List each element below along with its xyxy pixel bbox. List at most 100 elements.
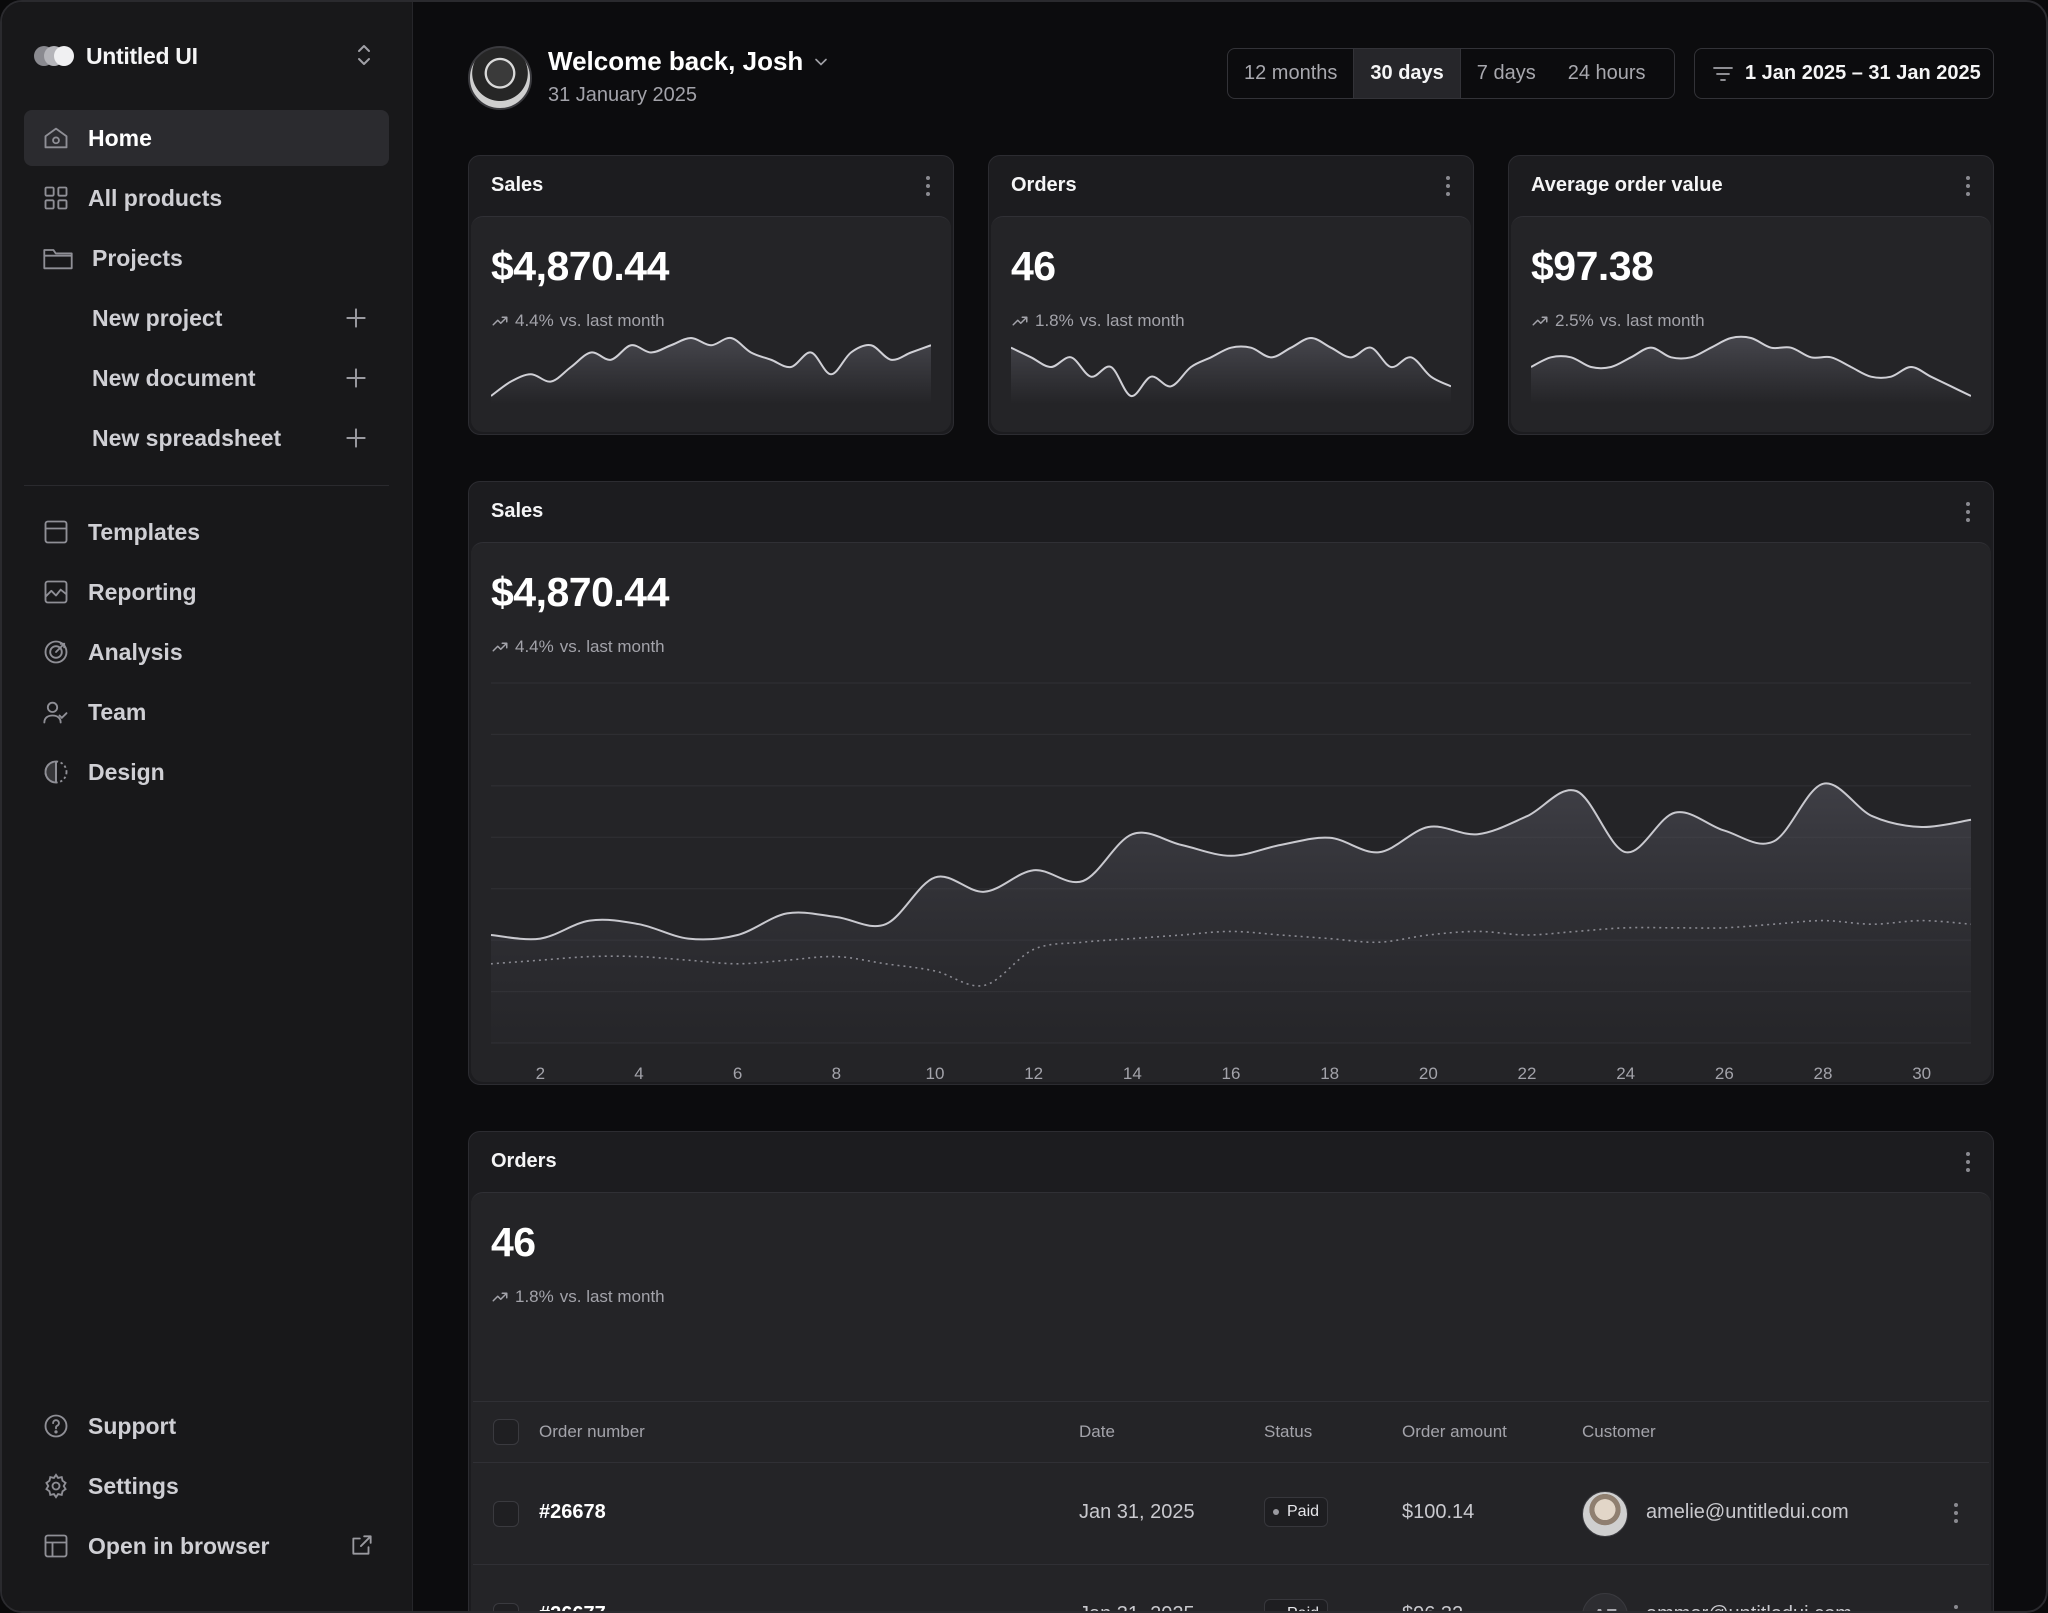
x-tick-label: 14 — [1123, 1064, 1142, 1083]
more-vertical-icon[interactable] — [925, 174, 931, 198]
sidebar-item-label: Settings — [88, 1472, 179, 1499]
x-tick-label: 12 — [1024, 1064, 1043, 1083]
order-number[interactable]: #26677 — [539, 1603, 606, 1611]
range-12-months[interactable]: 12 months — [1244, 62, 1338, 84]
status-text: Paid — [1287, 1605, 1319, 1611]
customer-email[interactable]: amelie@untitledui.com — [1646, 1501, 1849, 1523]
plus-icon[interactable] — [343, 425, 369, 451]
select-all-checkbox[interactable] — [493, 1419, 519, 1445]
metric-card-orders: Orders 46 1.8% vs. last month — [988, 155, 1474, 435]
x-tick-label: 24 — [1616, 1064, 1635, 1083]
row-checkbox[interactable] — [493, 1603, 519, 1611]
metric-trend: 4.4% vs. last month — [491, 311, 665, 331]
sales-series-line — [490, 782, 1972, 941]
contrast-icon — [44, 760, 68, 784]
external-link-icon[interactable] — [349, 1532, 375, 1558]
sidebar-item-new-document[interactable]: New document — [24, 350, 389, 406]
column-status[interactable]: Status — [1264, 1422, 1313, 1441]
sales-trend: 4.4% vs. last month — [491, 637, 665, 657]
orders-trend: 1.8% vs. last month — [491, 1287, 665, 1307]
sidebar-item-label: Reporting — [88, 578, 197, 605]
sidebar-item-settings[interactable]: Settings — [24, 1458, 389, 1514]
plus-icon[interactable] — [343, 305, 369, 331]
sidebar-item-label: Support — [88, 1412, 177, 1439]
sidebar-item-reporting[interactable]: Reporting — [24, 564, 389, 620]
table-row[interactable]: #26677 Jan 31, 2025 Paid $96.32 AF ammar… — [473, 1565, 1989, 1613]
range-selector: 12 months 30 days 7 days 24 hours — [1227, 48, 1675, 99]
more-vertical-icon[interactable] — [1965, 174, 1971, 198]
more-vertical-icon[interactable] — [1965, 500, 1971, 524]
orders-sparkline — [1011, 336, 1451, 404]
status-dot-icon — [1273, 1509, 1279, 1515]
sidebar-item-analysis[interactable]: Analysis — [24, 624, 389, 680]
status-text: Paid — [1287, 1503, 1320, 1520]
column-order-number[interactable]: Order number — [539, 1422, 645, 1441]
trend-up-icon — [492, 1292, 508, 1302]
sidebar-item-new-project[interactable]: New project — [24, 290, 389, 346]
sparkline-line — [1011, 336, 1451, 397]
sidebar-item-label: Open in browser — [88, 1532, 270, 1559]
date-range-button[interactable]: 1 Jan 2025 – 31 Jan 2025 — [1694, 48, 1994, 99]
gear-icon — [45, 1473, 67, 1499]
more-vertical-icon[interactable] — [1445, 174, 1451, 198]
card-title: Sales — [491, 174, 544, 196]
more-vertical-icon[interactable] — [1953, 1501, 1959, 1525]
table-row[interactable]: #26678 Jan 31, 2025 Paid $100.14 amelie@… — [473, 1463, 1989, 1565]
x-tick-label: 8 — [832, 1064, 841, 1083]
chevron-up-down-icon[interactable] — [352, 40, 376, 70]
sparkline-line — [1531, 335, 1971, 397]
trend-up-icon — [492, 316, 508, 326]
sidebar-item-label: New spreadsheet — [92, 424, 282, 451]
sidebar-item-all-products[interactable]: All products — [24, 170, 389, 226]
range-7-days[interactable]: 7 days — [1476, 62, 1536, 84]
range-24-hours[interactable]: 24 hours — [1567, 62, 1646, 84]
column-customer[interactable]: Customer — [1582, 1422, 1656, 1441]
x-tick-label: 18 — [1320, 1064, 1339, 1083]
welcome-title[interactable]: Welcome back, Josh — [548, 46, 831, 77]
metric-card-average-order-value: Average order value $97.38 2.5% vs. last… — [1508, 155, 1994, 435]
metric-change-label: vs. last month — [1599, 311, 1705, 330]
column-date[interactable]: Date — [1079, 1422, 1115, 1441]
order-number[interactable]: #26678 — [539, 1501, 606, 1523]
sidebar-item-templates[interactable]: Templates — [24, 504, 389, 560]
sidebar-item-projects[interactable]: Projects — [24, 230, 389, 286]
user-avatar[interactable] — [468, 46, 532, 110]
line-chart-icon — [44, 580, 68, 604]
sidebar-item-label: New project — [92, 304, 223, 331]
more-vertical-icon[interactable] — [1965, 1150, 1971, 1174]
range-30-days[interactable]: 30 days — [1353, 49, 1461, 98]
sidebar-item-home[interactable]: Home — [24, 110, 389, 166]
brand[interactable]: Untitled UI — [34, 40, 198, 72]
sparkline-area — [1531, 336, 1971, 404]
customer-avatar — [1582, 1491, 1628, 1537]
panel-title: Orders — [491, 1150, 557, 1172]
grid-icon — [44, 186, 68, 210]
x-tick-label: 22 — [1518, 1064, 1537, 1083]
sidebar-item-support[interactable]: Support — [24, 1398, 389, 1454]
sales-area-chart: 2 4 6 8 10 12 14 16 18 20 22 24 26 28 30 — [490, 682, 1972, 1083]
panel-title: Sales — [491, 500, 544, 522]
plus-icon[interactable] — [343, 365, 369, 391]
sidebar: Untitled UI Home All products Projects N… — [2, 2, 413, 1611]
metric-change: 4.4% — [515, 311, 554, 330]
order-amount: $100.14 — [1402, 1501, 1475, 1523]
sidebar-item-design[interactable]: Design — [24, 744, 389, 800]
sparkline-line — [491, 336, 931, 397]
x-tick-label: 4 — [634, 1064, 643, 1083]
sidebar-item-open-in-browser[interactable]: Open in browser — [24, 1518, 389, 1574]
sidebar-item-team[interactable]: Team — [24, 684, 389, 740]
customer-email[interactable]: ammar@untitledui.com — [1646, 1603, 1852, 1611]
x-tick-label: 20 — [1419, 1064, 1438, 1083]
browser-icon — [44, 1534, 68, 1558]
sidebar-item-label: Team — [88, 698, 147, 725]
orders-panel: Orders 46 1.8% vs. last month Order numb… — [468, 1131, 1994, 1613]
comparison-series-line — [490, 919, 1972, 987]
more-vertical-icon[interactable] — [1953, 1603, 1959, 1613]
row-checkbox[interactable] — [493, 1501, 519, 1527]
sidebar-item-label: Design — [88, 758, 165, 785]
sparkline-area — [491, 337, 931, 404]
sidebar-item-new-spreadsheet[interactable]: New spreadsheet — [24, 410, 389, 466]
column-order-amount[interactable]: Order amount — [1402, 1422, 1507, 1441]
x-tick-label: 16 — [1222, 1064, 1241, 1083]
orders-change: 1.8% — [515, 1287, 554, 1306]
